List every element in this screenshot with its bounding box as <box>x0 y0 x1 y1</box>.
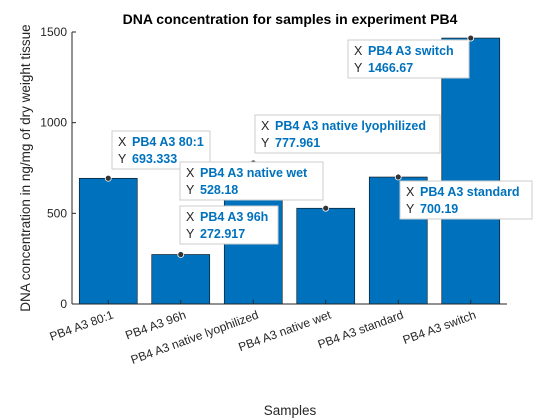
datatip-y-value: 700.19 <box>420 202 458 216</box>
bar <box>296 207 356 305</box>
datatip-box <box>179 161 324 201</box>
chart-title: DNA concentration for samples in experim… <box>123 11 458 27</box>
datatip-y-key: Y <box>186 227 195 241</box>
datatip-marker <box>394 173 402 181</box>
datatip-box <box>399 180 533 220</box>
datatip-y-key: Y <box>186 183 195 197</box>
datatip-x-key: X <box>406 185 415 199</box>
y-tick-label: 1500 <box>40 25 67 39</box>
datatip-y-key: Y <box>118 152 127 166</box>
y-tick-label: 500 <box>47 206 67 220</box>
datatip-y-value: 693.333 <box>132 152 177 166</box>
datatip-x-key: X <box>118 135 127 149</box>
datatip-y-key: Y <box>406 202 415 216</box>
y-axis-label: DNA concentration in ng/mg of dry weight… <box>18 24 33 311</box>
bar <box>78 177 138 305</box>
datatip-marker <box>104 174 112 182</box>
datatip-x-key: X <box>354 44 363 58</box>
datatip-x-value: PB4 A3 80:1 <box>132 135 204 149</box>
datatip-box <box>179 205 279 245</box>
datatip-box <box>347 39 470 79</box>
datatip-y-value: 777.961 <box>275 136 320 150</box>
datatip-y-value: 528.18 <box>200 183 238 197</box>
y-tick-label: 0 <box>60 297 67 311</box>
datatip-marker <box>467 34 475 42</box>
x-tick-label: PB4 A3 80:1 <box>48 308 116 344</box>
datatip-x-key: X <box>186 166 195 180</box>
datatip-x-value: PB4 A3 96h <box>200 210 268 224</box>
datatip-x-value: PB4 A3 standard <box>420 185 520 199</box>
datatip-x-value: PB4 A3 switch <box>368 44 454 58</box>
datatip-x-value: PB4 A3 native lyophilized <box>275 119 426 133</box>
plot-area: 0 500 1000 1500 PB4 A3 80:1 PB4 A3 96h PB4 A3 … <box>40 25 533 367</box>
datatip-y-key: Y <box>261 136 270 150</box>
datatip-x-key: X <box>261 119 270 133</box>
bar <box>151 254 211 305</box>
datatip-marker <box>177 251 185 258</box>
x-axis-label: Samples <box>264 403 317 418</box>
datatip-y-value: 1466.67 <box>368 61 413 75</box>
datatip-x-value: PB4 A3 native wet <box>200 166 308 180</box>
datatip-x-key: X <box>186 210 195 224</box>
datatip-marker <box>322 204 330 212</box>
datatip-box <box>254 114 441 154</box>
x-tick-label: PB4 A3 native lyophilized <box>129 308 260 367</box>
datatip-y-value: 272.917 <box>200 227 245 241</box>
y-tick-label: 1000 <box>40 116 67 130</box>
x-tick-label: PB4 A3 switch <box>401 308 478 347</box>
datatip-y-key: Y <box>354 61 363 75</box>
